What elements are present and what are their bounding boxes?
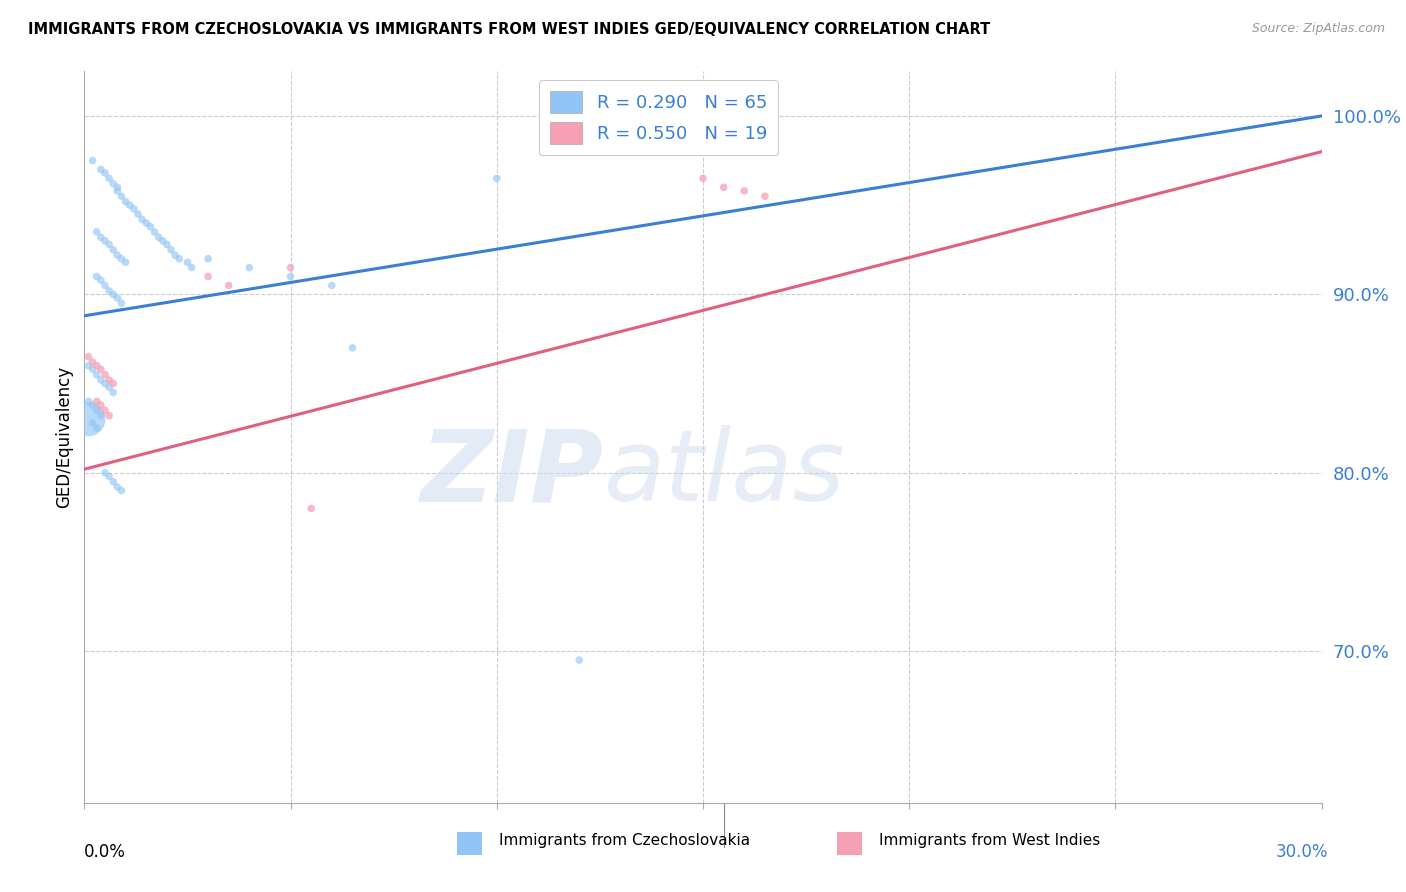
Point: [86, 394, 108, 409]
Text: Immigrants from West Indies: Immigrants from West Indies: [879, 833, 1099, 847]
Point: [94, 403, 117, 417]
Point: [485, 171, 508, 186]
Point: [77, 350, 100, 364]
Point: [176, 255, 198, 269]
Point: [342, 341, 364, 355]
Point: [98, 469, 121, 483]
Text: 30.0%: 30.0%: [1277, 843, 1329, 861]
Point: [110, 296, 132, 310]
Point: [90, 373, 112, 387]
Y-axis label: GED/Equivalency: GED/Equivalency: [55, 366, 73, 508]
Point: [77, 394, 100, 409]
Point: [110, 483, 132, 498]
Point: [82, 416, 104, 430]
Point: [105, 184, 128, 198]
Point: [94, 278, 117, 293]
Point: [82, 398, 104, 412]
Point: [733, 184, 755, 198]
Text: IMMIGRANTS FROM CZECHOSLOVAKIA VS IMMIGRANTS FROM WEST INDIES GED/EQUIVALENCY CO: IMMIGRANTS FROM CZECHOSLOVAKIA VS IMMIGR…: [28, 22, 990, 37]
Point: [98, 171, 121, 186]
Point: [103, 385, 125, 400]
Point: [114, 255, 136, 269]
Point: [135, 216, 157, 230]
Point: [299, 501, 322, 516]
Text: 0.0%: 0.0%: [84, 843, 127, 861]
Point: [165, 248, 187, 262]
Point: [114, 194, 136, 209]
Text: Source: ZipAtlas.com: Source: ZipAtlas.com: [1251, 22, 1385, 36]
Point: [160, 243, 183, 257]
Point: [713, 180, 735, 194]
Text: atlas: atlas: [605, 425, 845, 522]
Point: [90, 362, 112, 376]
Point: [77, 359, 100, 373]
Point: [86, 368, 108, 382]
Point: [148, 230, 170, 244]
Point: [103, 376, 125, 391]
Point: [90, 409, 112, 423]
Point: [94, 234, 117, 248]
Point: [110, 189, 132, 203]
Point: [131, 212, 153, 227]
Point: [105, 291, 128, 305]
Point: [122, 202, 145, 216]
Point: [156, 237, 179, 252]
Point: [94, 376, 117, 391]
Point: [280, 269, 302, 284]
Point: [754, 189, 776, 203]
Point: [82, 153, 104, 168]
Point: [98, 380, 121, 394]
Point: [82, 362, 104, 376]
Point: [86, 269, 108, 284]
Point: [105, 480, 128, 494]
Point: [218, 278, 240, 293]
Point: [280, 260, 302, 275]
Point: [692, 171, 714, 186]
Point: [197, 269, 219, 284]
Point: [94, 466, 117, 480]
Point: [110, 252, 132, 266]
Text: Immigrants from Czechoslovakia: Immigrants from Czechoslovakia: [499, 833, 751, 847]
Point: [90, 273, 112, 287]
Point: [143, 225, 166, 239]
Point: [86, 225, 108, 239]
Point: [94, 166, 117, 180]
Point: [118, 198, 141, 212]
Point: [77, 412, 100, 426]
Point: [238, 260, 260, 275]
Point: [98, 237, 121, 252]
Point: [103, 177, 125, 191]
Point: [82, 355, 104, 369]
Point: [98, 373, 121, 387]
Point: [167, 252, 190, 266]
Point: [86, 359, 108, 373]
Legend: R = 0.290   N = 65, R = 0.550   N = 19: R = 0.290 N = 65, R = 0.550 N = 19: [538, 80, 778, 155]
Point: [98, 284, 121, 298]
Point: [568, 653, 591, 667]
Point: [86, 421, 108, 435]
Point: [127, 207, 149, 221]
Point: [86, 403, 108, 417]
Point: [180, 260, 202, 275]
Point: [139, 219, 162, 234]
Point: [90, 230, 112, 244]
Text: ZIP: ZIP: [420, 425, 605, 522]
Point: [103, 287, 125, 301]
Point: [321, 278, 343, 293]
Point: [105, 248, 128, 262]
Point: [105, 180, 128, 194]
Point: [94, 368, 117, 382]
Point: [103, 243, 125, 257]
Point: [90, 162, 112, 177]
Point: [152, 234, 174, 248]
Point: [90, 398, 112, 412]
Point: [98, 409, 121, 423]
Point: [103, 475, 125, 489]
Point: [197, 252, 219, 266]
